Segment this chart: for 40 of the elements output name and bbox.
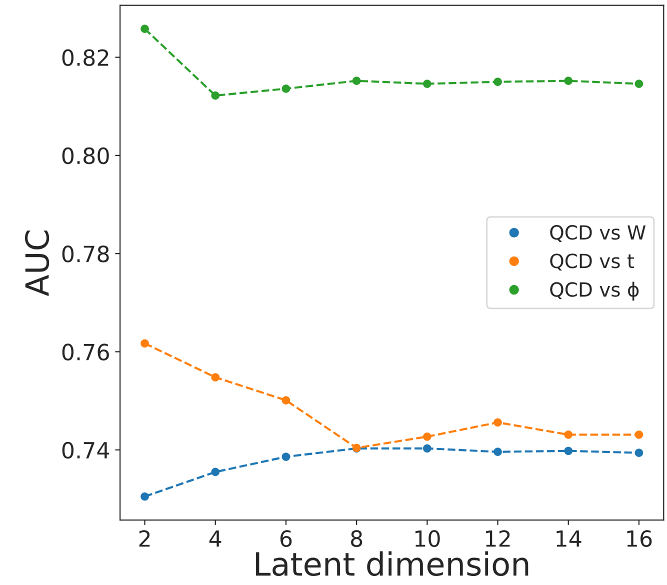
y-tick-label: 0.80: [62, 147, 109, 164]
point: [211, 373, 220, 382]
x-tick-label: 16: [627, 530, 652, 547]
x-tick-label: 12: [486, 530, 510, 547]
point: [352, 76, 361, 86]
y-tick-label: 0.76: [62, 344, 109, 360]
x-tick-label: 8: [351, 530, 362, 547]
point: [282, 84, 290, 93]
x-tick-label: 10: [415, 530, 440, 547]
point: [494, 448, 502, 456]
point: [140, 339, 149, 348]
point: [564, 76, 573, 86]
y-tick-label: 0.82: [62, 49, 108, 66]
point: [422, 444, 432, 453]
point: [282, 396, 290, 404]
legend-label: QCD vs ϕ: [550, 282, 639, 301]
point: [564, 446, 573, 456]
x-tick-label: 2: [139, 530, 150, 547]
x-tick-label: 14: [556, 530, 582, 547]
legend-label: QCD vs t: [550, 254, 634, 271]
x-axis-title: Latent dimension: [256, 551, 528, 576]
point: [634, 448, 644, 457]
legend-label: QCD vs W: [550, 225, 646, 242]
point: [494, 78, 502, 86]
point: [140, 24, 149, 33]
point: [140, 492, 149, 501]
point: [634, 80, 644, 88]
y-axis-title: AUC: [24, 230, 50, 296]
point: [422, 80, 432, 88]
point: [282, 452, 290, 461]
x-tick-label: 4: [209, 530, 222, 547]
point: [634, 430, 644, 439]
x-tick-label: 6: [280, 530, 292, 547]
y-tick-label: 0.78: [62, 246, 109, 262]
point: [494, 418, 502, 427]
point: [422, 432, 432, 441]
y-tick-label: 0.74: [62, 442, 110, 459]
point: [211, 91, 220, 100]
point: [211, 468, 220, 476]
point: [564, 430, 573, 439]
